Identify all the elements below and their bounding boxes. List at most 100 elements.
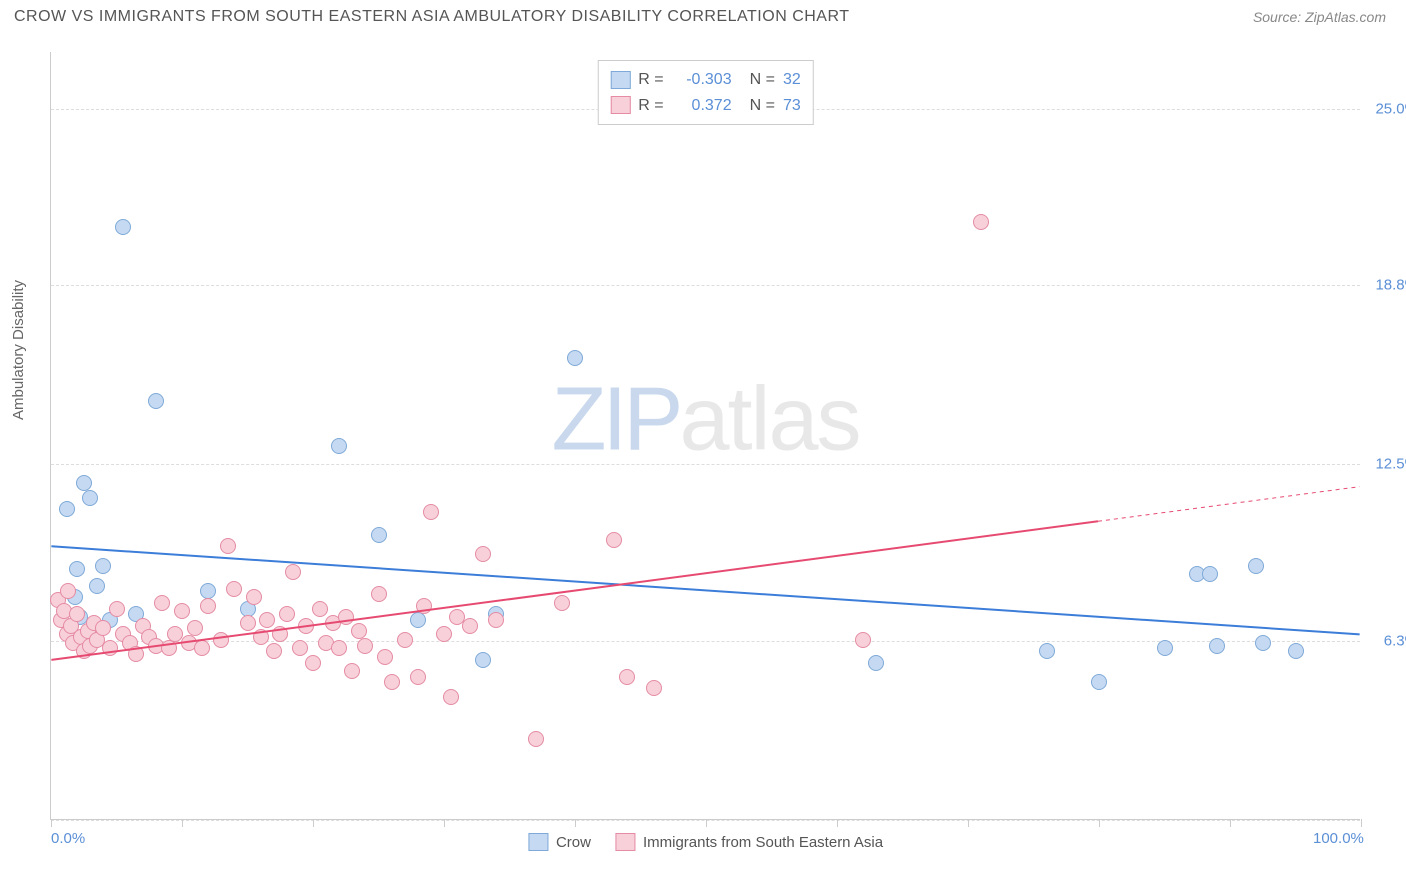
scatter-point [298,618,314,634]
scatter-point [285,564,301,580]
legend-swatch [615,833,635,851]
scatter-point [475,546,491,562]
scatter-point [253,629,269,645]
x-tick [313,819,314,827]
scatter-point [331,640,347,656]
scatter-point [528,731,544,747]
scatter-point [371,586,387,602]
series-legend-item: Immigrants from South Eastern Asia [615,833,883,851]
scatter-point [305,655,321,671]
scatter-point [416,598,432,614]
n-value: 32 [783,67,801,93]
scatter-point [279,606,295,622]
scatter-point [102,640,118,656]
scatter-point [855,632,871,648]
scatter-point [1202,566,1218,582]
scatter-point [312,601,328,617]
chart-title: CROW VS IMMIGRANTS FROM SOUTH EASTERN AS… [14,8,850,26]
scatter-point [89,578,105,594]
scatter-point [95,558,111,574]
scatter-point [475,652,491,668]
series-label: Immigrants from South Eastern Asia [643,834,883,851]
scatter-point [246,589,262,605]
series-label: Crow [556,834,591,851]
scatter-point [973,214,989,230]
x-tick [444,819,445,827]
stats-legend: R =-0.303N =32R =0.372N =73 [597,60,813,125]
scatter-point [213,632,229,648]
scatter-point [82,490,98,506]
scatter-point [868,655,884,671]
r-value: -0.303 [672,67,732,93]
scatter-point [1255,635,1271,651]
scatter-point [1209,638,1225,654]
scatter-point [128,646,144,662]
r-label: R = [638,67,663,93]
legend-swatch [610,96,630,114]
scatter-point [371,527,387,543]
x-tick [1099,819,1100,827]
scatter-point [344,663,360,679]
scatter-point [174,603,190,619]
y-tick-label: 18.8% [1375,277,1406,294]
legend-swatch [610,71,630,89]
scatter-point [194,640,210,656]
n-label: N = [750,67,775,93]
series-legend: Crow Immigrants from South Eastern Asia [528,833,883,851]
x-tick [575,819,576,827]
series-legend-item: Crow [528,833,591,851]
gridline [51,464,1360,465]
scatter-point [259,612,275,628]
scatter-point [331,438,347,454]
scatter-point [357,638,373,654]
scatter-point [292,640,308,656]
y-axis-label: Ambulatory Disability [10,280,27,420]
scatter-point [95,620,111,636]
x-tick [182,819,183,827]
scatter-point [554,595,570,611]
source-credit: Source: ZipAtlas.com [1253,9,1386,25]
trend-lines [51,52,1360,819]
scatter-point [266,643,282,659]
r-value: 0.372 [672,93,732,119]
scatter-point [377,649,393,665]
scatter-point [410,612,426,628]
watermark: ZIPatlas [551,369,859,472]
scatter-point [240,615,256,631]
x-tick [968,819,969,827]
y-tick-label: 6.3% [1384,632,1406,649]
scatter-point [226,581,242,597]
scatter-point [220,538,236,554]
scatter-point [1248,558,1264,574]
scatter-point [115,219,131,235]
scatter-point [423,504,439,520]
scatter-point [1288,643,1304,659]
scatter-point [619,669,635,685]
x-tick-label: 100.0% [1313,830,1364,847]
scatter-point [187,620,203,636]
x-tick [837,819,838,827]
scatter-point [410,669,426,685]
stats-legend-row: R = -0.303 N = 32 [610,67,800,93]
x-tick [1361,819,1362,827]
scatter-point [436,626,452,642]
scatter-point [148,393,164,409]
scatter-point [69,561,85,577]
scatter-point [462,618,478,634]
y-tick-label: 25.0% [1375,100,1406,117]
y-tick-label: 12.5% [1375,456,1406,473]
scatter-point [1157,640,1173,656]
scatter-point [272,626,288,642]
x-tick [706,819,707,827]
x-tick-label: 0.0% [51,830,85,847]
scatter-point [646,680,662,696]
scatter-point [606,532,622,548]
scatter-point [60,583,76,599]
scatter-point [109,601,125,617]
scatter-point [1039,643,1055,659]
scatter-point [567,350,583,366]
x-tick [1230,819,1231,827]
scatter-point [443,689,459,705]
scatter-point [200,598,216,614]
scatter-point [338,609,354,625]
